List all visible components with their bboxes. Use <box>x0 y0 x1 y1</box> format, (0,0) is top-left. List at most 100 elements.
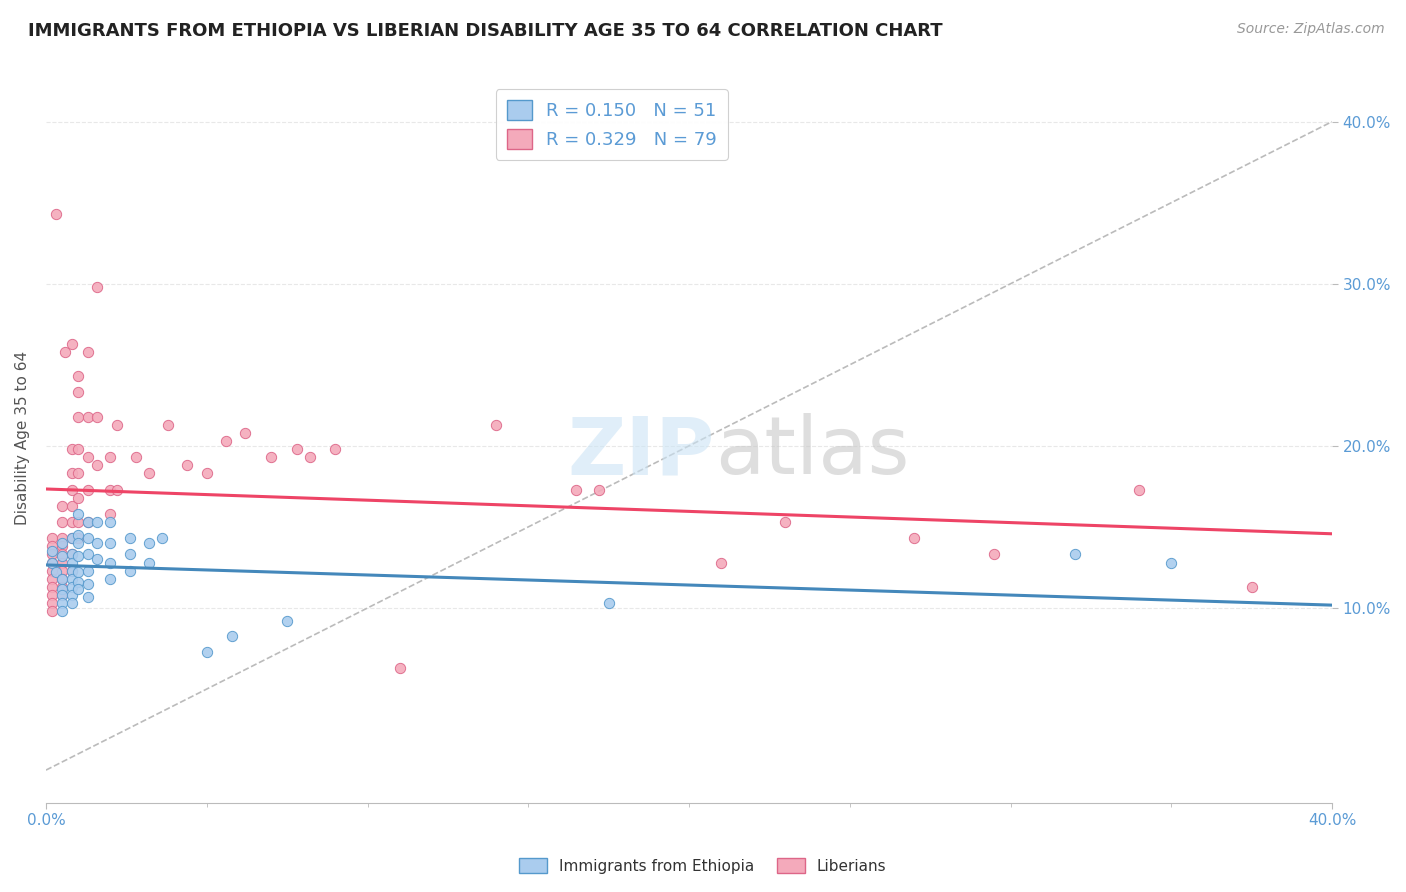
Point <box>86 515 108 529</box>
Point <box>51 499 73 513</box>
Point <box>105 483 128 497</box>
Point <box>86 280 108 294</box>
Point <box>41 531 63 545</box>
Point <box>67 549 90 563</box>
Point <box>60 564 83 578</box>
Point <box>41 580 63 594</box>
Point <box>67 528 90 542</box>
Point <box>60 548 83 562</box>
Point <box>60 572 83 586</box>
Point <box>45 207 67 221</box>
Point <box>983 548 1005 562</box>
Point <box>60 442 83 456</box>
Point <box>67 531 90 545</box>
Point <box>60 483 83 497</box>
Point <box>60 531 83 545</box>
Point <box>76 344 98 359</box>
Point <box>67 515 90 529</box>
Point <box>98 507 121 521</box>
Point <box>1160 556 1182 570</box>
Point <box>60 556 83 570</box>
Point <box>1063 548 1085 562</box>
Point <box>51 604 73 618</box>
Point <box>41 556 63 570</box>
Point <box>67 442 90 456</box>
Legend: R = 0.150   N = 51, R = 0.329   N = 79: R = 0.150 N = 51, R = 0.329 N = 79 <box>496 89 728 160</box>
Point <box>51 540 73 554</box>
Point <box>76 576 98 591</box>
Point <box>298 450 321 465</box>
Point <box>51 596 73 610</box>
Point <box>51 588 73 602</box>
Text: ZIP: ZIP <box>568 413 714 491</box>
Point <box>76 548 98 562</box>
Point <box>67 467 90 481</box>
Point <box>388 661 411 675</box>
Point <box>588 483 610 497</box>
Point <box>76 450 98 465</box>
Point <box>41 548 63 562</box>
Point <box>118 564 141 578</box>
Point <box>260 450 283 465</box>
Point <box>98 572 121 586</box>
Point <box>118 531 141 545</box>
Point <box>138 556 160 570</box>
Point <box>41 572 63 586</box>
Point <box>67 409 90 424</box>
Point <box>86 552 108 566</box>
Point <box>41 588 63 602</box>
Point <box>60 515 83 529</box>
Point <box>60 548 83 562</box>
Point <box>76 515 98 529</box>
Point <box>51 580 73 594</box>
Y-axis label: Disability Age 35 to 64: Disability Age 35 to 64 <box>15 351 30 524</box>
Point <box>485 417 508 432</box>
Point <box>1128 483 1150 497</box>
Point <box>775 515 797 529</box>
Point <box>45 566 67 580</box>
Point <box>138 536 160 550</box>
Point <box>86 409 108 424</box>
Point <box>51 549 73 563</box>
Text: IMMIGRANTS FROM ETHIOPIA VS LIBERIAN DISABILITY AGE 35 TO 64 CORRELATION CHART: IMMIGRANTS FROM ETHIOPIA VS LIBERIAN DIS… <box>28 22 943 40</box>
Point <box>60 531 83 545</box>
Point <box>76 564 98 578</box>
Point <box>67 582 90 596</box>
Point <box>118 548 141 562</box>
Point <box>105 417 128 432</box>
Point <box>51 564 73 578</box>
Point <box>125 450 148 465</box>
Legend: Immigrants from Ethiopia, Liberians: Immigrants from Ethiopia, Liberians <box>513 852 893 880</box>
Point <box>67 536 90 550</box>
Point <box>41 604 63 618</box>
Point <box>195 645 218 659</box>
Point <box>598 596 620 610</box>
Point <box>1240 580 1263 594</box>
Point <box>41 556 63 570</box>
Point <box>76 409 98 424</box>
Point <box>51 536 73 550</box>
Point <box>67 507 90 521</box>
Point <box>51 531 73 545</box>
Point <box>60 588 83 602</box>
Point <box>51 515 73 529</box>
Point <box>86 458 108 473</box>
Point <box>76 483 98 497</box>
Point <box>215 434 238 448</box>
Point <box>51 556 73 570</box>
Point <box>67 566 90 580</box>
Point <box>98 556 121 570</box>
Point <box>221 628 243 642</box>
Point <box>98 536 121 550</box>
Point <box>98 450 121 465</box>
Point <box>51 572 73 586</box>
Point <box>41 596 63 610</box>
Point <box>565 483 588 497</box>
Text: Source: ZipAtlas.com: Source: ZipAtlas.com <box>1237 22 1385 37</box>
Point <box>60 499 83 513</box>
Point <box>76 531 98 545</box>
Point <box>233 425 256 440</box>
Point <box>60 467 83 481</box>
Point <box>60 596 83 610</box>
Point <box>195 467 218 481</box>
